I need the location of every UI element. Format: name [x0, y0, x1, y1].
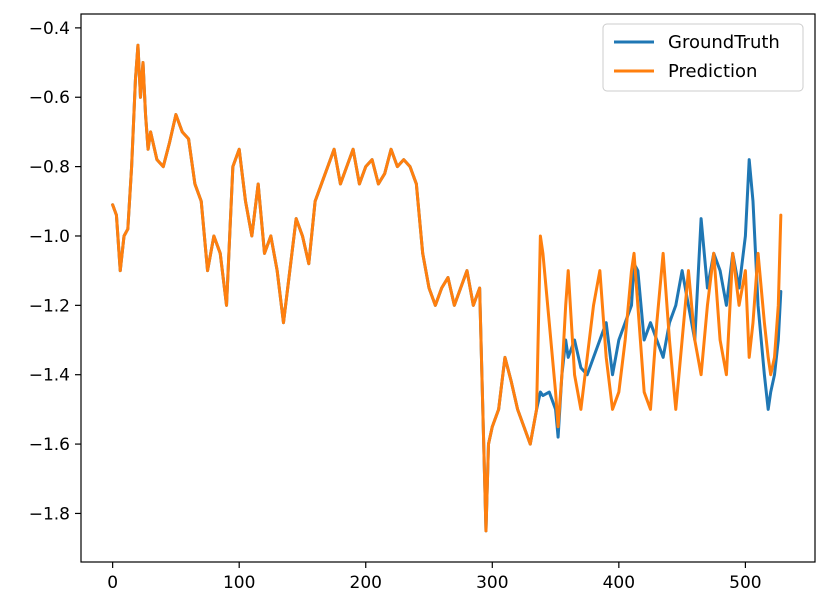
x-tick-label: 100 [223, 573, 255, 593]
x-axis: 0 100 200 300 400 500 [107, 562, 762, 593]
y-tick-label: −0.4 [29, 19, 70, 39]
x-tick-label: 200 [350, 573, 382, 593]
y-tick-label: −0.6 [29, 88, 70, 108]
legend-label-groundtruth: GroundTruth [668, 32, 780, 53]
y-tick-label: −0.8 [29, 158, 70, 178]
y-tick-label: −1.0 [29, 227, 70, 247]
legend-label-prediction: Prediction [668, 61, 757, 82]
y-tick-label: −1.8 [29, 504, 70, 524]
y-tick-label: −1.4 [29, 366, 70, 386]
series-line-prediction [111, 43, 783, 533]
y-tick-label: −1.6 [29, 435, 70, 455]
legend: GroundTruth Prediction [602, 23, 804, 92]
series-layer [111, 43, 783, 533]
x-tick-label: 300 [476, 573, 508, 593]
x-tick-label: 0 [107, 573, 118, 593]
y-tick-label: −1.2 [29, 296, 70, 316]
x-tick-label: 400 [603, 573, 635, 593]
x-tick-label: 500 [729, 573, 761, 593]
plot-frame [80, 13, 816, 563]
y-axis: −1.8 −1.6 −1.4 −1.2 −1.0 −0.8 −0.6 −0.4 [29, 19, 81, 524]
